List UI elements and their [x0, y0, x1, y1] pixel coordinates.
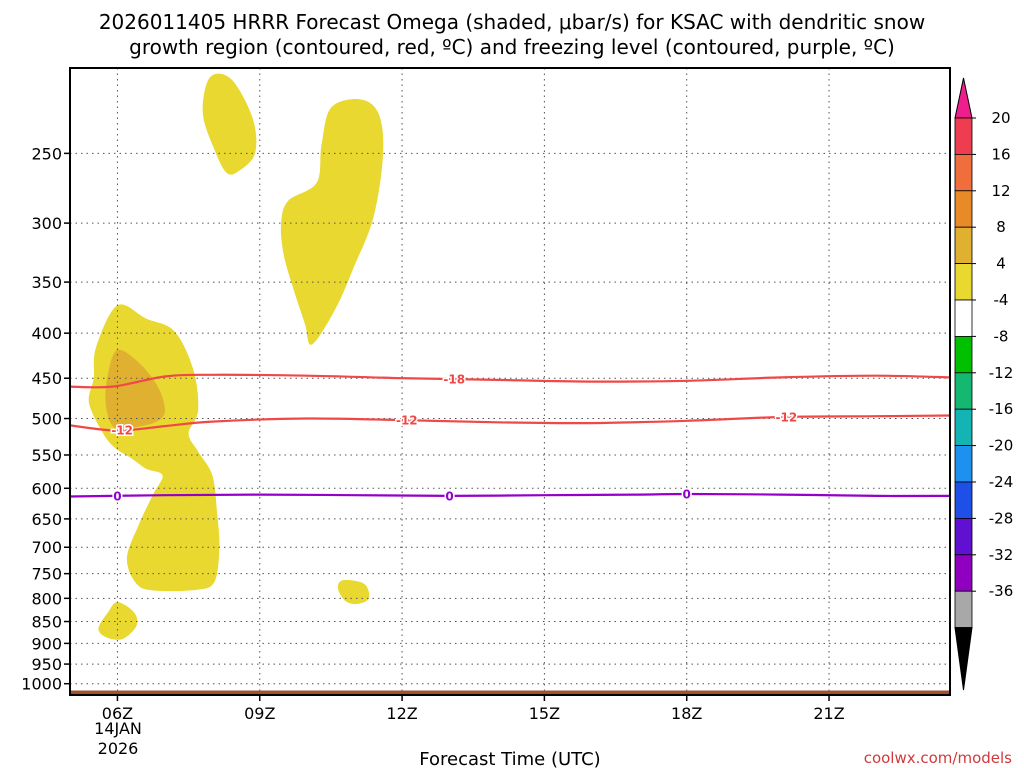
credit-text: coolwx.com/models — [864, 749, 1012, 767]
colorbar-swatch-2 — [954, 153, 973, 192]
colorbar-tick-label-6: -4 — [994, 291, 1009, 309]
colorbar-swatch-11 — [954, 481, 973, 519]
freezing-level-0-line — [69, 492, 951, 498]
y-tick-label-700: 700 — [31, 538, 62, 557]
colorbar-swatch-10 — [954, 445, 973, 483]
freezing-level-0-label-2: 0 — [445, 489, 453, 503]
ground-surface-bar — [70, 690, 950, 695]
grid-layer — [70, 68, 950, 695]
omega-region-6 — [98, 602, 138, 640]
colorbar-tick-label-8: -12 — [989, 364, 1014, 382]
colorbar-tick-label-12: -28 — [989, 509, 1014, 527]
contour-layer: -18 -12 -12 -12 0 0 0 — [69, 371, 951, 505]
colorbar-tick-label-10: -20 — [989, 437, 1014, 455]
chart-title-line-2: growth region (contoured, red, ºC) and f… — [129, 35, 895, 59]
colorbar-top-triangle — [954, 77, 973, 119]
colorbar-swatch-1 — [954, 117, 973, 155]
dgz-minus18-line — [69, 373, 951, 389]
x-axis-title: Forecast Time (UTC) — [419, 749, 600, 768]
y-tick-label-800: 800 — [31, 589, 62, 608]
y-tick-label-300: 300 — [31, 214, 62, 233]
x-tick-label-06Z: 06Z — [102, 704, 133, 723]
colorbar-tick-label-4: 8 — [996, 218, 1006, 236]
x-tick-label-12Z: 12Z — [386, 704, 417, 723]
colorbar-tick-label-5: 4 — [996, 255, 1006, 273]
dgz-minus18-label-1: -18 — [443, 373, 465, 387]
colorbar-tick-label-3: 12 — [991, 182, 1010, 200]
colorbar-tick-label-13: -32 — [989, 546, 1014, 564]
colorbar-tick-label-11: -24 — [989, 473, 1014, 491]
colorbar-swatch-12 — [954, 518, 973, 556]
colorbar-swatch-14 — [954, 590, 973, 629]
y-tick-label-550: 550 — [31, 446, 62, 465]
colorbar-swatch-8 — [954, 372, 973, 410]
y-tick-label-900: 900 — [31, 634, 62, 653]
colorbar-swatch-7 — [954, 335, 973, 374]
y-tick-label-250: 250 — [31, 144, 62, 163]
colorbar-swatch-6 — [954, 299, 973, 337]
y-tick-label-1000: 1000 — [21, 675, 62, 694]
y-tick-label-350: 350 — [31, 273, 62, 292]
omega-region-5 — [337, 579, 370, 605]
x-tick-label-09Z: 09Z — [244, 704, 275, 723]
freezing-level-0-label-3: 0 — [683, 487, 691, 501]
colorbar-swatch-4 — [954, 226, 973, 264]
dgz-minus12-label-1: -12 — [111, 424, 133, 438]
omega-region-1 — [202, 73, 257, 175]
omega-region-4 — [105, 349, 165, 430]
y-tick-label-500: 500 — [31, 410, 62, 429]
date-label-day: 14JAN — [94, 719, 142, 738]
colorbar-tick-label-9: -16 — [989, 400, 1014, 418]
y-tick-label-950: 950 — [31, 655, 62, 674]
omega-region-2 — [280, 99, 384, 345]
y-tick-label-600: 600 — [31, 479, 62, 498]
dgz-minus12-line — [69, 414, 951, 432]
dgz-minus12-label-3: -12 — [775, 410, 797, 424]
y-tick-label-750: 750 — [31, 565, 62, 584]
freezing-level-0-label-1: 0 — [113, 489, 121, 503]
date-label-year: 2026 — [98, 739, 139, 758]
colorbar-swatch-13 — [954, 554, 973, 592]
y-axis: 250 300 350 400 450 500 550 600 650 700 750 800 850 9… — [21, 144, 70, 694]
x-axis: 06Z 09Z 12Z 15Z 18Z 21Z — [102, 695, 845, 723]
y-tick-label-400: 400 — [31, 324, 62, 343]
dgz-minus12-label-2: -12 — [396, 414, 418, 428]
colorbar-swatch-3 — [954, 190, 973, 228]
colorbar-tick-label-2: 16 — [991, 145, 1010, 163]
x-tick-label-18Z: 18Z — [671, 704, 702, 723]
colorbar-bottom-triangle — [954, 627, 973, 691]
omega-shading-layer — [88, 73, 384, 640]
omega-region-3 — [88, 304, 220, 592]
colorbar-tick-label-1: 20 — [991, 109, 1010, 127]
colorbar: 20 16 12 8 4 -4 -8 -12 -16 -20 -24 -28 -32 -36 — [954, 77, 1014, 691]
chart-title-line-1: 2026011405 HRRR Forecast Omega (shaded, … — [99, 10, 925, 34]
colorbar-swatch-9 — [954, 408, 973, 447]
colorbar-swatch-5 — [954, 263, 973, 301]
y-tick-label-850: 850 — [31, 613, 62, 632]
colorbar-tick-label-14: -36 — [989, 582, 1014, 600]
x-tick-label-21Z: 21Z — [813, 704, 844, 723]
x-tick-label-15Z: 15Z — [529, 704, 560, 723]
colorbar-tick-label-7: -8 — [994, 327, 1009, 345]
y-tick-label-650: 650 — [31, 510, 62, 529]
plot-frame — [69, 67, 951, 696]
y-tick-label-450: 450 — [31, 369, 62, 388]
